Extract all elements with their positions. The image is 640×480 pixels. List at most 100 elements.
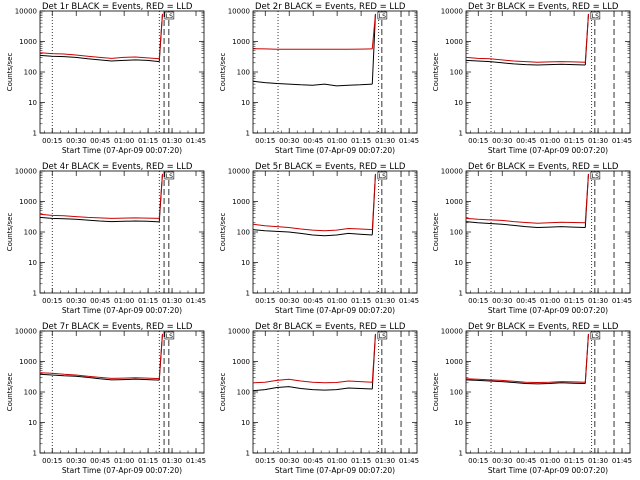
y-axis-label: Counts/sec bbox=[432, 53, 440, 92]
x-tick-label: 00:30 bbox=[279, 137, 299, 145]
x-axis-label: Start Time (07-Apr-09 00:07:20) bbox=[275, 306, 395, 315]
x-tick-label: 01:30 bbox=[375, 457, 395, 465]
y-tick-label: 10 bbox=[241, 419, 250, 427]
x-tick-label: 00:45 bbox=[90, 457, 110, 465]
annotation-box bbox=[164, 331, 175, 340]
chart-title: Det 7r BLACK = Events, RED = LLD bbox=[42, 322, 193, 332]
y-tick-label: 1 bbox=[33, 290, 37, 298]
plot-frame bbox=[39, 10, 205, 134]
annotation-box bbox=[377, 171, 388, 180]
y-tick-label: 100 bbox=[24, 69, 37, 77]
y-tick-label: 100 bbox=[450, 389, 463, 397]
series-line-events bbox=[39, 373, 160, 381]
chart-title: Det 3r BLACK = Events, RED = LLD bbox=[468, 2, 619, 12]
plot-frame bbox=[465, 330, 631, 454]
x-tick-label: 01:45 bbox=[399, 457, 419, 465]
x-tick-label: 01:30 bbox=[162, 137, 182, 145]
x-tick-label: 00:45 bbox=[303, 457, 323, 465]
y-tick-label: 1000 bbox=[445, 358, 463, 366]
chart-title: Det 5r BLACK = Events, RED = LLD bbox=[255, 162, 406, 172]
y-tick-label: 1 bbox=[459, 450, 463, 458]
x-axis-label: Start Time (07-Apr-09 00:07:20) bbox=[275, 466, 395, 475]
y-tick-label: 10 bbox=[28, 99, 37, 107]
flare-rise-lld bbox=[584, 333, 589, 383]
chart-panel-1: Det 1r BLACK = Events, RED = LLD 1 10 100 10… bbox=[6, 2, 206, 155]
chart-panel-2: Det 2r BLACK = Events, RED = LLD 1 10 100 10… bbox=[219, 2, 419, 155]
annotation-box bbox=[164, 11, 175, 20]
y-tick-label: 1000 bbox=[19, 38, 37, 46]
y-tick-label: 100 bbox=[24, 389, 37, 397]
x-axis-label: Start Time (07-Apr-09 00:07:20) bbox=[488, 466, 608, 475]
series-line-events bbox=[252, 80, 373, 87]
y-tick-label: 10000 bbox=[228, 8, 250, 16]
annotation-label: LS bbox=[379, 333, 386, 340]
annotation-box bbox=[590, 11, 601, 20]
flare-rise-lld bbox=[158, 13, 163, 59]
y-tick-label: 10 bbox=[28, 419, 37, 427]
plot-frame bbox=[252, 10, 418, 134]
x-axis-label: Start Time (07-Apr-09 00:07:20) bbox=[62, 306, 182, 315]
x-tick-label: 00:30 bbox=[66, 137, 86, 145]
x-tick-label: 01:30 bbox=[588, 137, 608, 145]
x-tick-label: 01:30 bbox=[588, 457, 608, 465]
flare-rise-events bbox=[371, 13, 376, 85]
x-tick-label: 01:45 bbox=[612, 137, 632, 145]
x-tick-label: 01:45 bbox=[186, 137, 206, 145]
y-tick-label: 10 bbox=[454, 99, 463, 107]
y-axis-label: Counts/sec bbox=[6, 53, 14, 92]
chart-title: Det 9r BLACK = Events, RED = LLD bbox=[468, 322, 619, 332]
chart-panel-3: Det 3r BLACK = Events, RED = LLD 1 10 100 10… bbox=[432, 2, 632, 155]
series-line-events bbox=[465, 59, 586, 66]
plot-frame bbox=[252, 330, 418, 454]
x-axis-label: Start Time (07-Apr-09 00:07:20) bbox=[488, 306, 608, 315]
series-line-events bbox=[252, 386, 373, 392]
annotation-box bbox=[590, 171, 601, 180]
y-tick-label: 10000 bbox=[441, 8, 463, 16]
x-tick-label: 00:45 bbox=[90, 137, 110, 145]
flare-rise-lld bbox=[158, 333, 163, 379]
series-line-events bbox=[39, 216, 160, 223]
flare-rise-lld bbox=[371, 13, 376, 49]
chart-panel-9: Det 9r BLACK = Events, RED = LLD 1 10 100 10… bbox=[432, 322, 632, 475]
y-tick-label: 10000 bbox=[441, 328, 463, 336]
y-axis-label: Counts/sec bbox=[432, 213, 440, 252]
y-tick-label: 10 bbox=[241, 259, 250, 267]
series-line-lld bbox=[252, 223, 373, 232]
y-tick-label: 10 bbox=[241, 99, 250, 107]
chart-panel-5: Det 5r BLACK = Events, RED = LLD 1 10 100 10… bbox=[219, 162, 419, 315]
annotation-label: LS bbox=[166, 13, 173, 20]
y-axis-label: Counts/sec bbox=[432, 373, 440, 412]
chart-title: Det 6r BLACK = Events, RED = LLD bbox=[468, 162, 619, 172]
chart-panel-4: Det 4r BLACK = Events, RED = LLD 1 10 100 10… bbox=[6, 162, 206, 315]
annotation-box bbox=[377, 331, 388, 340]
x-tick-label: 01:30 bbox=[375, 137, 395, 145]
chart-panel-6: Det 6r BLACK = Events, RED = LLD 1 10 100 10… bbox=[432, 162, 632, 315]
x-axis-label: Start Time (07-Apr-09 00:07:20) bbox=[62, 466, 182, 475]
x-tick-label: 00:15 bbox=[468, 457, 488, 465]
plot-frame bbox=[465, 10, 631, 134]
x-tick-label: 00:45 bbox=[303, 297, 323, 305]
x-tick-label: 01:15 bbox=[351, 457, 371, 465]
x-tick-label: 01:00 bbox=[540, 137, 560, 145]
x-tick-label: 01:15 bbox=[564, 457, 584, 465]
y-tick-label: 10000 bbox=[15, 168, 37, 176]
x-tick-label: 00:15 bbox=[42, 137, 62, 145]
x-tick-label: 00:15 bbox=[255, 457, 275, 465]
y-tick-label: 10 bbox=[28, 259, 37, 267]
x-tick-label: 00:45 bbox=[516, 297, 536, 305]
y-axis-label: Counts/sec bbox=[6, 373, 14, 412]
y-tick-label: 1000 bbox=[232, 358, 250, 366]
x-tick-label: 00:45 bbox=[303, 137, 323, 145]
annotation-label: LS bbox=[166, 333, 173, 340]
chart-title: Det 1r BLACK = Events, RED = LLD bbox=[42, 2, 193, 12]
y-tick-label: 1 bbox=[246, 130, 250, 138]
annotation-label: LS bbox=[592, 173, 599, 180]
series-line-events bbox=[252, 229, 373, 237]
y-tick-label: 10000 bbox=[15, 328, 37, 336]
y-tick-label: 10000 bbox=[441, 168, 463, 176]
x-tick-label: 01:30 bbox=[588, 297, 608, 305]
y-tick-label: 100 bbox=[237, 389, 250, 397]
series-line-lld bbox=[465, 378, 586, 384]
y-tick-label: 100 bbox=[450, 229, 463, 237]
